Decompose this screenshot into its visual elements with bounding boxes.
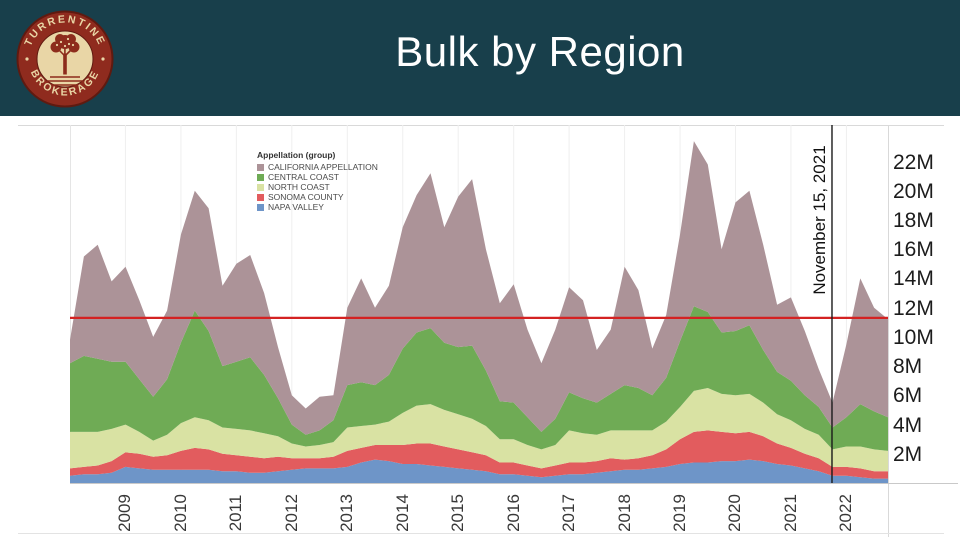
logo-dot-right — [101, 57, 105, 61]
turrentine-brokerage-logo: TURRENTINE BROKERAGE — [16, 10, 114, 108]
legend-label: CALIFORNIA APPELLATION — [268, 162, 378, 172]
y-axis-label: 22M — [893, 150, 934, 174]
chart-top-border — [18, 125, 944, 126]
area-central-coast — [70, 306, 888, 451]
y-axis-label: 14M — [893, 267, 934, 291]
legend-item: SONOMA COUNTY — [257, 192, 378, 202]
x-axis-baseline — [70, 483, 958, 484]
x-axis-label: 2014 — [392, 494, 412, 532]
legend-label: SONOMA COUNTY — [268, 192, 344, 202]
page-title: Bulk by Region — [395, 28, 685, 75]
x-axis-label: 2022 — [836, 494, 856, 532]
area-napa-valley — [70, 459, 888, 483]
y-axis-label: 18M — [893, 208, 934, 232]
area-california-appellation — [70, 141, 888, 435]
plot-right-border — [888, 125, 889, 537]
chart-legend: Appellation (group) CALIFORNIA APPELLATI… — [257, 150, 378, 212]
legend-item: NORTH COAST — [257, 182, 378, 192]
legend-item: CENTRAL COAST — [257, 172, 378, 182]
bulk-by-region-stacked-area-chart — [70, 125, 888, 483]
date-annotation-label: November 15, 2021 — [810, 145, 829, 295]
y-axis-label: 10M — [893, 325, 934, 349]
legend-item: CALIFORNIA APPELLATION — [257, 162, 378, 172]
x-axis-label: 2021 — [780, 494, 800, 532]
logo-tree-berries — [55, 37, 75, 48]
logo-tree-icon — [47, 34, 83, 86]
x-axis-label: 2015 — [448, 494, 468, 532]
x-axis-label: 2013 — [337, 494, 357, 532]
legend-label: NAPA VALLEY — [268, 202, 324, 212]
x-axis-label: 2010 — [170, 494, 190, 532]
legend-item: NAPA VALLEY — [257, 202, 378, 212]
area-sonoma-county — [70, 430, 888, 479]
chart-bottom-border — [18, 533, 944, 534]
y-axis-label: 2M — [893, 442, 923, 466]
legend-label: CENTRAL COAST — [268, 172, 340, 182]
x-axis-label: 2016 — [503, 494, 523, 532]
legend-swatch-icon — [257, 183, 264, 191]
legend-title: Appellation (group) — [257, 150, 336, 160]
y-axis-label: 20M — [893, 179, 934, 203]
legend-label: NORTH COAST — [268, 182, 330, 192]
x-axis-label: 2009 — [115, 494, 135, 532]
x-axis-label: 2017 — [559, 494, 579, 532]
legend-swatch-icon — [257, 163, 264, 171]
y-axis-label: 16M — [893, 238, 934, 262]
y-axis-label: 8M — [893, 355, 923, 379]
slide-header: TURRENTINE BROKERAGE Bulk by Region — [0, 0, 960, 116]
y-axis-label: 4M — [893, 413, 923, 437]
x-axis-label: 2018 — [614, 494, 634, 532]
x-axis-label: 2011 — [226, 494, 246, 532]
legend-swatch-icon — [257, 203, 264, 211]
x-axis-label: 2012 — [281, 494, 301, 532]
x-axis-label: 2020 — [725, 494, 745, 532]
x-axis-label: 2019 — [670, 494, 690, 532]
y-axis-label: 12M — [893, 296, 934, 320]
y-axis-label: 6M — [893, 384, 923, 408]
legend-swatch-icon — [257, 193, 264, 201]
area-north-coast — [70, 388, 888, 472]
logo-dot-left — [25, 57, 29, 61]
legend-swatch-icon — [257, 173, 264, 181]
